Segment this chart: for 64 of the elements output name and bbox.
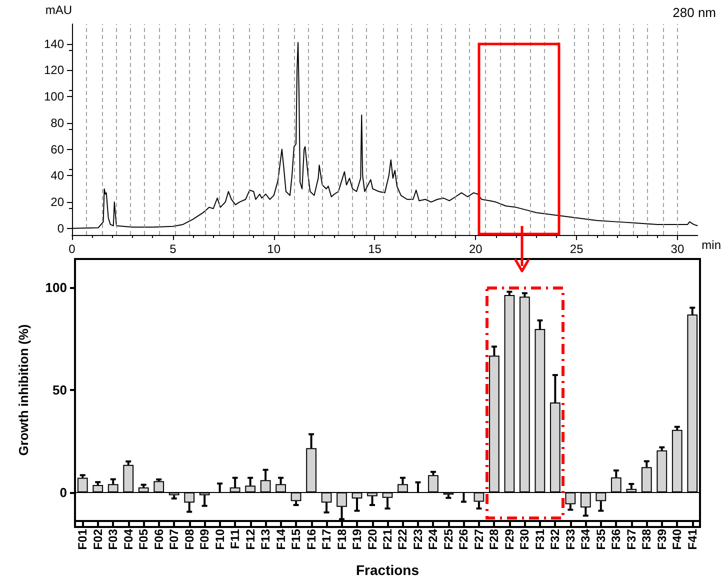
x-tick-label: F24	[426, 528, 440, 550]
x-tick-label: F11	[228, 528, 242, 550]
y-tick-label: 140	[44, 36, 64, 51]
x-tick-label: 30	[670, 242, 684, 256]
y-tick-label: 20	[50, 195, 64, 210]
x-tick-label: F40	[670, 528, 684, 550]
x-tick-label: F04	[121, 528, 136, 550]
x-tick-label: F37	[624, 528, 638, 550]
x-tick-label: 10	[267, 242, 281, 256]
y-tick-label: 0	[60, 484, 67, 500]
x-tick-label: F07	[167, 528, 182, 550]
x-tick-label: F33	[563, 528, 578, 550]
x-axis-title: Fractions	[356, 562, 420, 578]
y-tick-label: 80	[50, 116, 64, 130]
x-tick-label: F09	[198, 528, 212, 550]
x-tick-label: F32	[548, 528, 562, 550]
x-tick-label: F36	[609, 528, 624, 550]
x-tick-label: F25	[441, 528, 456, 550]
x-tick-label: F22	[396, 528, 410, 550]
x-tick-label: F35	[594, 528, 608, 550]
x-tick-label: 5	[170, 242, 177, 256]
y-tick-label: 120	[44, 63, 64, 78]
x-tick-label: F26	[456, 528, 471, 550]
x-tick-label: F20	[365, 528, 380, 550]
x-tick-label: 0	[68, 242, 76, 256]
x-tick-label: F38	[640, 528, 654, 550]
x-tick-label: F13	[258, 528, 273, 550]
x-tick-label: F30	[518, 528, 532, 550]
y-tick-label: 50	[52, 382, 67, 398]
text: 280 nm	[672, 5, 716, 20]
x-tick-label: F01	[76, 528, 90, 550]
y-axis-title: Growth inhibition (%)	[16, 324, 31, 456]
x-tick-label: F34	[578, 528, 593, 550]
y-tick-label: 60	[50, 142, 64, 156]
x-tick-label: F21	[380, 528, 394, 550]
x-tick-label: F05	[136, 528, 151, 550]
x-tick-label: 20	[468, 242, 483, 256]
x-tick-label: F39	[654, 528, 669, 550]
y-tick-label: 100	[44, 90, 64, 104]
x-tick-label: F03	[106, 528, 120, 550]
x-tick-label: F29	[502, 528, 516, 550]
x-tick-label: F31	[532, 528, 547, 550]
x-tick-label: F41	[685, 528, 700, 550]
y-tick-label: 100	[45, 280, 67, 296]
x-tick-label: F14	[274, 528, 288, 550]
y-axis-title: mAU	[45, 3, 72, 17]
x-tick-label: F17	[320, 528, 334, 550]
x-tick-label: F27	[472, 528, 486, 550]
x-tick-label: 25	[570, 242, 584, 256]
x-tick-label: F12	[243, 528, 258, 550]
x-axis-title: min	[702, 238, 722, 252]
x-tick-label: F15	[289, 528, 304, 550]
x-tick-label: F16	[304, 528, 318, 550]
y-tick-label: 40	[50, 168, 64, 183]
x-tick-label: F23	[410, 528, 425, 550]
x-tick-label: F10	[212, 528, 227, 550]
x-tick-label: 15	[368, 242, 382, 256]
y-tick-label: 0	[57, 221, 64, 236]
x-tick-label: F02	[90, 528, 105, 550]
x-tick-label: F19	[350, 528, 364, 550]
x-tick-label: F08	[182, 528, 196, 550]
x-tick-label: F06	[152, 528, 166, 550]
x-tick-label: F28	[487, 528, 502, 550]
x-tick-label: F18	[334, 528, 349, 550]
